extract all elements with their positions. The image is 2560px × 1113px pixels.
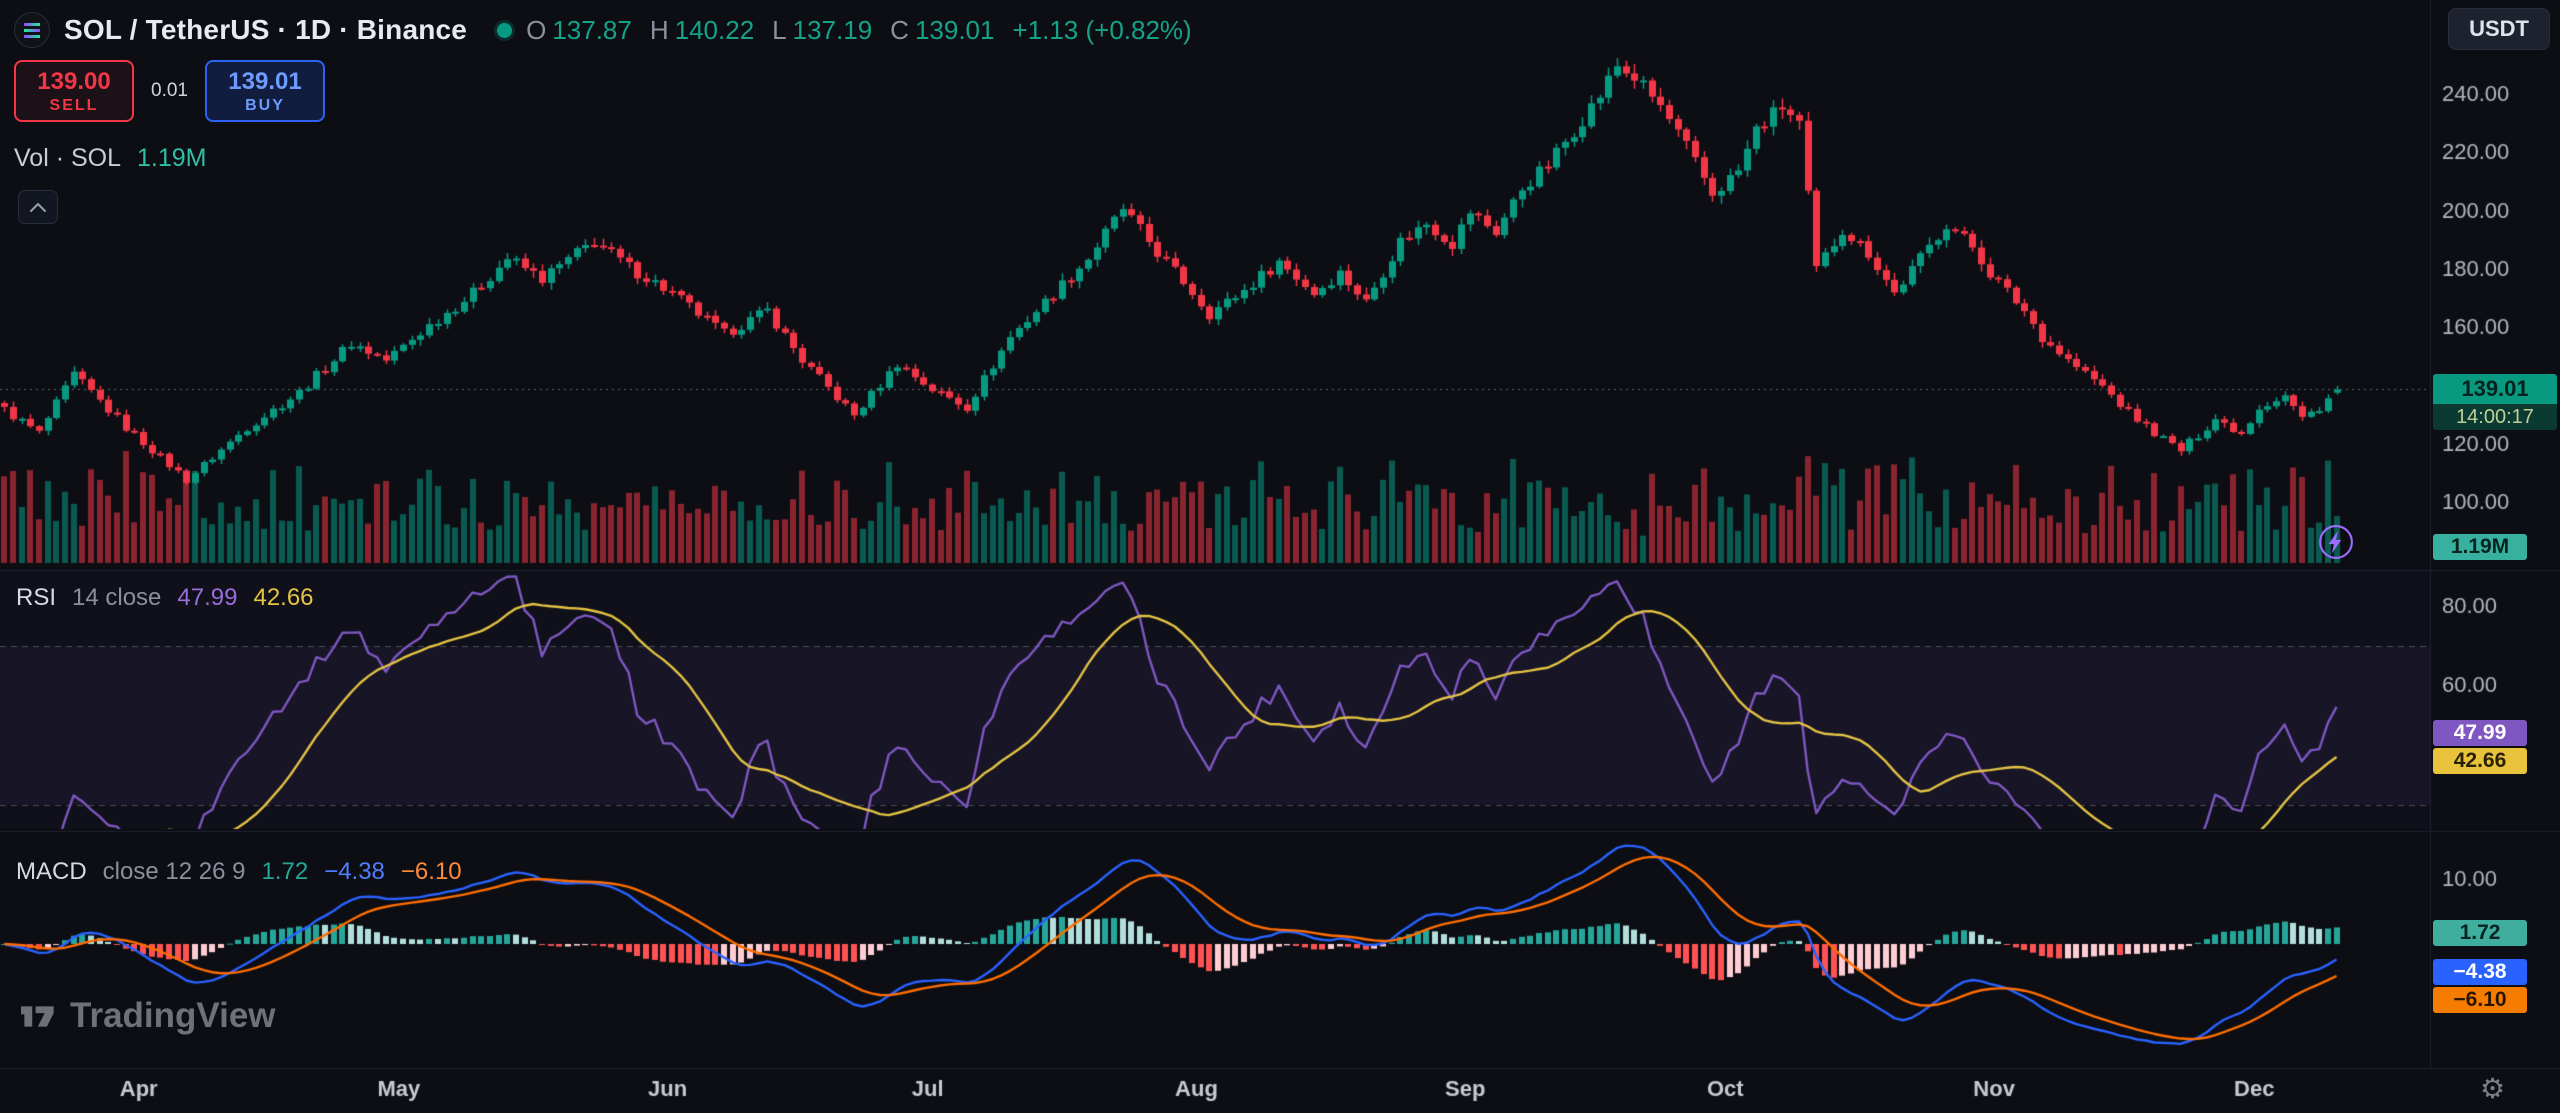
last-price-badge: 139.01 14:00:17 xyxy=(2433,374,2557,430)
low-label: L xyxy=(772,14,787,45)
rsi-value: 47.99 xyxy=(177,584,238,611)
high-label: H xyxy=(649,14,669,45)
buy-label: BUY xyxy=(245,96,285,114)
ohlc-legend: O 137.87 H 140.22 L 137.19 C 139.01 +1.13 (+… xyxy=(526,15,1192,46)
collapse-pane-button[interactable] xyxy=(18,190,58,224)
macd-legend: MACD close 12 26 9 1.72 −4.38 −6.10 xyxy=(16,858,462,886)
tradingview-watermark: TradingView xyxy=(18,996,276,1036)
sell-price: 139.00 xyxy=(37,67,111,95)
lightning-icon xyxy=(2319,525,2353,559)
market-status-icon xyxy=(497,22,513,38)
sell-label: SELL xyxy=(49,96,99,114)
rsi-ma-value-badge: 42.66 xyxy=(2433,748,2527,774)
symbol-title[interactable]: SOL / TetherUS · 1D · Binance xyxy=(64,14,468,45)
currency-toggle-button[interactable]: USDT xyxy=(2448,8,2550,50)
macd-line-badge: −4.38 xyxy=(2433,959,2527,985)
volume-legend-label[interactable]: Vol · SOL xyxy=(14,144,121,172)
volume-legend: Vol · SOL 1.19M xyxy=(14,144,206,173)
volume-badge: 1.19M xyxy=(2433,534,2527,560)
tradingview-logo-icon xyxy=(21,1005,54,1027)
buy-price: 139.01 xyxy=(228,67,302,95)
low-value: 137.19 xyxy=(792,14,873,45)
high-value: 140.22 xyxy=(674,14,755,45)
open-value: 137.87 xyxy=(552,14,632,45)
macd-signal-badge: −6.10 xyxy=(2433,987,2527,1013)
rsi-params[interactable]: 14 close xyxy=(72,584,162,611)
buy-button[interactable]: 139.01 BUY xyxy=(204,60,325,122)
macd-line-value: −4.38 xyxy=(324,858,385,885)
instant-trading-button[interactable] xyxy=(2318,524,2354,565)
rsi-value-badge: 47.99 xyxy=(2433,720,2527,746)
solana-logo-icon xyxy=(14,12,50,48)
macd-params[interactable]: close 12 26 9 xyxy=(102,858,246,885)
timezone-settings-gear-icon[interactable]: ⚙ xyxy=(2480,1072,2506,1105)
spread-value: 0.01 xyxy=(151,80,188,101)
watermark-text: TradingView xyxy=(70,996,276,1035)
macd-signal-value: −6.10 xyxy=(400,858,462,885)
macd-hist-value: 1.72 xyxy=(261,858,309,885)
rsi-ma-value: 42.66 xyxy=(253,584,314,611)
buy-sell-widget: 139.00 SELL 0.01 139.01 BUY xyxy=(14,60,325,122)
macd-title[interactable]: MACD xyxy=(16,858,87,885)
close-value: 139.01 xyxy=(914,14,995,45)
last-price-value: 139.01 xyxy=(2433,374,2557,404)
bar-countdown: 14:00:17 xyxy=(2433,404,2557,430)
chevron-up-icon xyxy=(30,202,46,212)
volume-legend-value: 1.19M xyxy=(137,144,207,172)
rsi-title[interactable]: RSI xyxy=(16,584,57,611)
open-label: O xyxy=(526,14,547,45)
macd-hist-badge: 1.72 xyxy=(2433,920,2527,946)
change-value: +1.13 (+0.82%) xyxy=(1012,14,1192,45)
close-label: C xyxy=(890,14,909,45)
rsi-legend: RSI 14 close 47.99 42.66 xyxy=(16,584,314,612)
sell-button[interactable]: 139.00 SELL xyxy=(14,60,134,122)
